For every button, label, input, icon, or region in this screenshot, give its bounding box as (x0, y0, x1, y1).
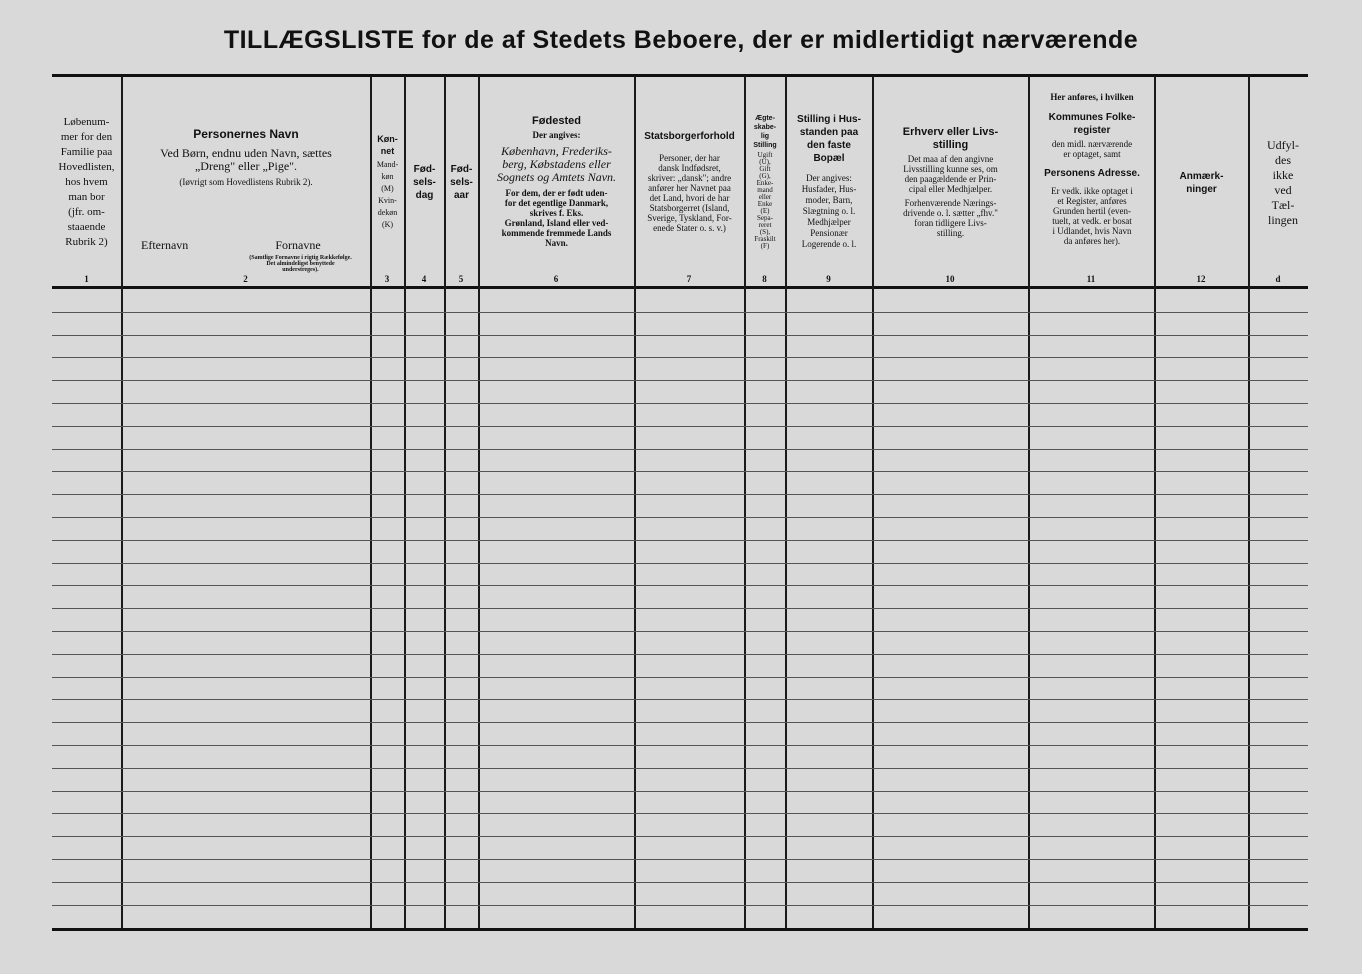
row-line (52, 471, 1308, 473)
col-11-heading2: Personens Adresse. (1044, 168, 1140, 179)
col-10-heading: Erhverv eller Livs- stilling (902, 125, 999, 151)
row-line (52, 745, 1308, 746)
column-number: 4 (421, 274, 427, 284)
form-title: TILLÆGSLISTE for de af Stedets Beboere, … (223, 26, 1139, 54)
col-7-heading: Statsborgerforhold (644, 131, 735, 142)
col-6-text: Der angives: (532, 130, 581, 140)
row-line (52, 380, 1308, 382)
row-line (52, 904, 1308, 906)
top-rule (52, 74, 1308, 77)
col-3-heading: Køn- net (377, 133, 398, 156)
col-12-header: Anmærk- ninger (1155, 80, 1248, 285)
column-divider (1154, 76, 1156, 928)
col-5-heading: Fød- sels- aar (450, 164, 473, 201)
col-2-surname: Efternavn (141, 238, 189, 252)
col-11-pre: Her anføres, i hvilken (1050, 92, 1134, 102)
row-line (52, 334, 1308, 336)
row-line (52, 881, 1308, 883)
column-number: 7 (686, 274, 692, 284)
col-2-note: (Iøvrigt som Hovedlistens Rubrik 2). (179, 177, 313, 187)
row-line (52, 722, 1308, 724)
row-line (52, 562, 1308, 564)
row-line (52, 699, 1308, 701)
col-7-header: Statsborgerforhold Personer, der har dan… (635, 80, 744, 285)
col-5-header: Fød- sels- aar (445, 80, 478, 285)
row-line (52, 653, 1308, 655)
row-line (52, 608, 1308, 610)
row-line (52, 790, 1308, 792)
row-line (52, 631, 1308, 632)
column-divider (744, 76, 746, 928)
bottom-rule (52, 928, 1308, 931)
column-divider (478, 76, 480, 928)
col-11-text2: Er vedk. ikke optaget i et Register, anf… (1051, 186, 1133, 246)
column-number: 11 (1086, 274, 1096, 284)
col-2-header: Personernes Navn Ved Børn, endnu uden Na… (123, 80, 369, 285)
column-number: d (1275, 274, 1281, 284)
row-line (52, 425, 1308, 427)
column-number: 10 (945, 274, 955, 284)
col-6-text3: For dem, der er født uden- for det egent… (501, 188, 612, 248)
column-divider (785, 76, 787, 928)
col-9-heading: Stilling i Hus- standen paa den faste Bo… (797, 114, 861, 164)
column-number: 1 (84, 274, 89, 284)
col-2-firstnames: Fornavne (275, 238, 321, 252)
col-6-heading: Fødested (532, 115, 581, 127)
col-2-firstnames-note: (Samtlige Fornavne i rigtig Rækkefølge. … (249, 255, 352, 273)
column-number: 9 (826, 274, 831, 284)
col-10-text2: Forhenværende Nærings- drivende o. l. sæ… (903, 197, 998, 238)
row-line (52, 311, 1308, 313)
column-divider (1028, 76, 1030, 928)
col-7-text: Personer, der har dansk Indfødsret, skri… (647, 153, 732, 233)
column-divider (444, 76, 446, 928)
col-4-heading: Fød- sels- dag (413, 164, 436, 201)
row-line (52, 357, 1308, 359)
row-line (52, 676, 1308, 678)
col-1-header: Løbenum- mer for den Familie paa Hovedli… (58, 116, 115, 248)
column-number: 6 (553, 274, 559, 284)
col-12-heading: Anmærk- ninger (1179, 170, 1224, 195)
col-9-header: Stilling i Hus- standen paa den faste Bo… (786, 80, 872, 285)
row-line (52, 448, 1308, 450)
header-rule (52, 286, 1308, 289)
row-line (52, 539, 1308, 541)
column-divider (121, 76, 123, 928)
col-8-heading: Ægte- skabe- lig Stilling (753, 114, 777, 149)
col-8-text: Ugift (U), Gift (G), Enke- mand eller En… (754, 150, 776, 250)
column-number: 2 (243, 274, 248, 284)
col-11-text: den midl. nærværende er optaget, samt (1051, 139, 1133, 159)
row-line (52, 836, 1308, 838)
col-2-text: Ved Børn, endnu uden Navn, sættes „Dreng… (160, 146, 332, 173)
row-line (52, 767, 1308, 769)
col-10-header: Erhverv eller Livs- stilling Det maa af … (873, 80, 1028, 285)
col-2-heading: Personernes Navn (193, 127, 299, 141)
column-divider (872, 76, 874, 928)
row-line (52, 585, 1308, 587)
column-divider (370, 76, 372, 928)
col-6-header: Fødested Der angives: København, Frederi… (479, 80, 634, 285)
col-d-header: Udfyl- des ikke ved Tæl- lingen (1267, 137, 1299, 227)
column-number: 5 (458, 274, 464, 284)
col-8-header: Ægte- skabe- lig Stilling Ugift (U), Gif… (745, 80, 785, 285)
col-3-header: Køn- net Mand- køn (M) Kvin- dekøn (K) (371, 80, 404, 285)
col-6-text2: København, Frederiks- berg, Købstadens e… (496, 144, 617, 184)
row-line (52, 403, 1308, 404)
col-10-text: Det maa af den angivne Livsstilling kunn… (903, 153, 998, 194)
row-line (52, 859, 1308, 860)
column-number: 3 (384, 274, 390, 284)
col-3-text: Mand- køn (M) Kvin- dekøn (K) (376, 159, 399, 229)
row-line (52, 517, 1308, 518)
column-number: 8 (762, 274, 767, 284)
col-4-header: Fød- sels- dag (405, 80, 444, 285)
column-divider (404, 76, 406, 928)
column-divider (1248, 76, 1250, 928)
row-line (52, 813, 1308, 815)
col-9-text: Der angives: Husfader, Hus- moder, Barn,… (801, 173, 857, 249)
col-11-heading: Kommunes Folke- register (1048, 112, 1136, 136)
row-line (52, 494, 1308, 496)
column-divider (634, 76, 636, 928)
col-11-header: Her anføres, i hvilken Kommunes Folke- r… (1030, 80, 1154, 265)
column-number: 12 (1196, 274, 1206, 284)
